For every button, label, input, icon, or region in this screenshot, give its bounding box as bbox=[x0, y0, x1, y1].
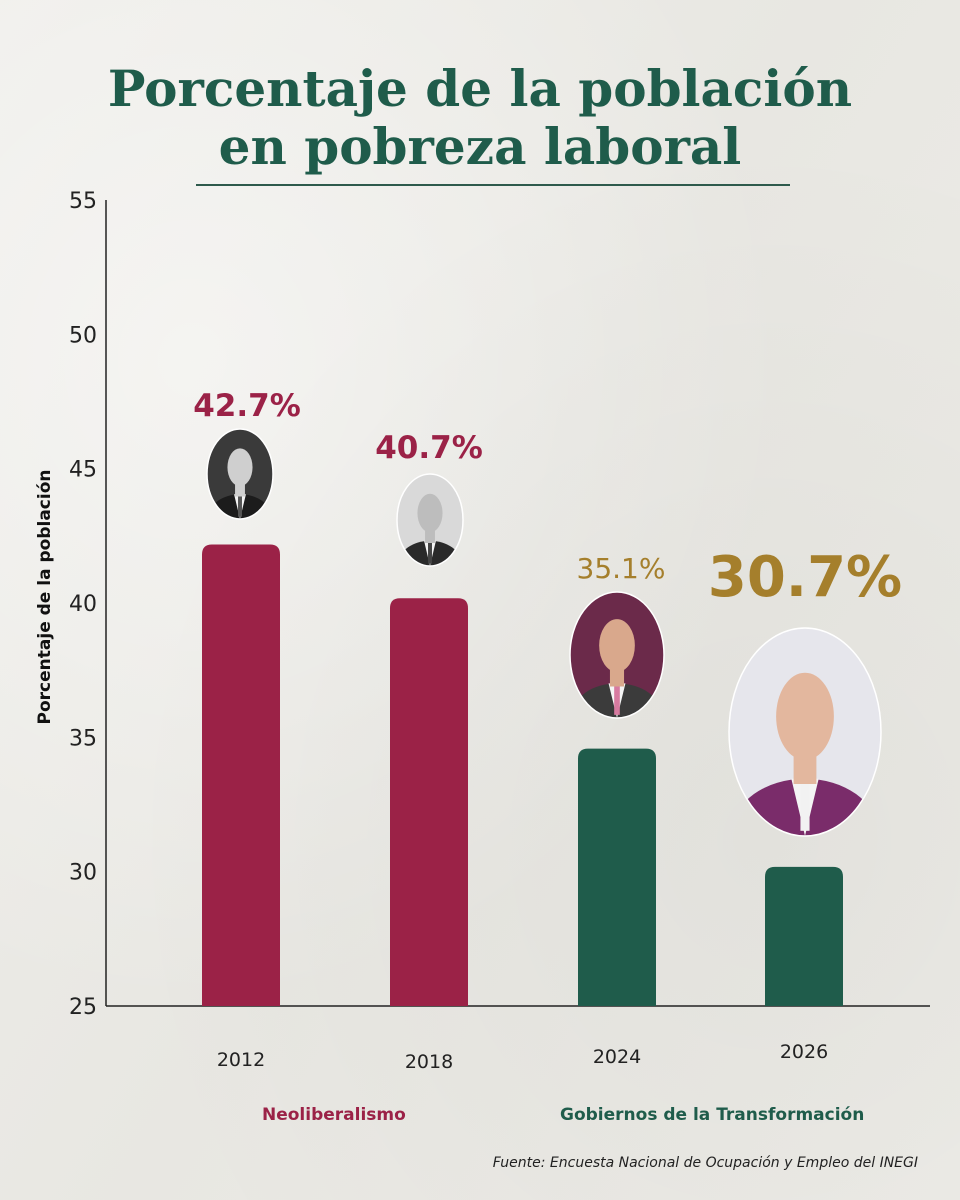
value-label-2018: 40.7% bbox=[375, 430, 483, 466]
bars bbox=[202, 544, 843, 1006]
portrait-2018 bbox=[396, 473, 464, 567]
value-label-2012: 42.7% bbox=[193, 388, 301, 424]
portraits bbox=[206, 428, 882, 837]
bar-2018 bbox=[390, 598, 468, 1006]
title-line-2: en pobreza laboral bbox=[218, 117, 742, 176]
chart-title: Porcentaje de la población en pobreza la… bbox=[0, 60, 960, 176]
x-tick-label-2024: 2024 bbox=[593, 1046, 641, 1068]
source-note: Fuente: Encuesta Nacional de Ocupación y… bbox=[492, 1155, 918, 1171]
group-label-transformacion: Gobiernos de la Transformación bbox=[560, 1105, 865, 1125]
y-tick-label: 30 bbox=[69, 861, 97, 886]
portrait-2012 bbox=[206, 428, 274, 520]
title-divider bbox=[196, 184, 790, 186]
value-label-2026: 30.7% bbox=[708, 545, 902, 610]
x-tick-labels: 2012 2018 2024 2026 bbox=[217, 1041, 828, 1073]
bar-2024 bbox=[578, 748, 656, 1006]
y-tick-label: 55 bbox=[69, 189, 97, 214]
y-tick-label: 25 bbox=[69, 995, 97, 1020]
portrait-2024 bbox=[569, 591, 665, 719]
y-tick-label: 50 bbox=[69, 323, 97, 348]
title-line-1: Porcentaje de la población bbox=[107, 59, 853, 118]
x-tick-label-2012: 2012 bbox=[217, 1049, 265, 1071]
y-axis-label: Porcentaje de la población bbox=[35, 470, 55, 725]
y-tick-label: 40 bbox=[69, 592, 97, 617]
bar-2012 bbox=[202, 544, 280, 1006]
y-tick-label: 35 bbox=[69, 726, 97, 751]
bar-2026 bbox=[765, 866, 843, 1006]
y-tick-labels: 25 30 35 40 45 50 55 bbox=[69, 189, 97, 1020]
portrait-2026 bbox=[728, 627, 882, 837]
group-label-neoliberalismo: Neoliberalismo bbox=[262, 1105, 406, 1125]
y-tick-label: 45 bbox=[69, 458, 97, 483]
value-label-2024: 35.1% bbox=[577, 552, 666, 585]
x-tick-label-2018: 2018 bbox=[405, 1051, 453, 1073]
value-labels: 42.7% 40.7% 35.1% 30.7% bbox=[193, 388, 902, 610]
x-tick-label-2026: 2026 bbox=[780, 1041, 828, 1063]
